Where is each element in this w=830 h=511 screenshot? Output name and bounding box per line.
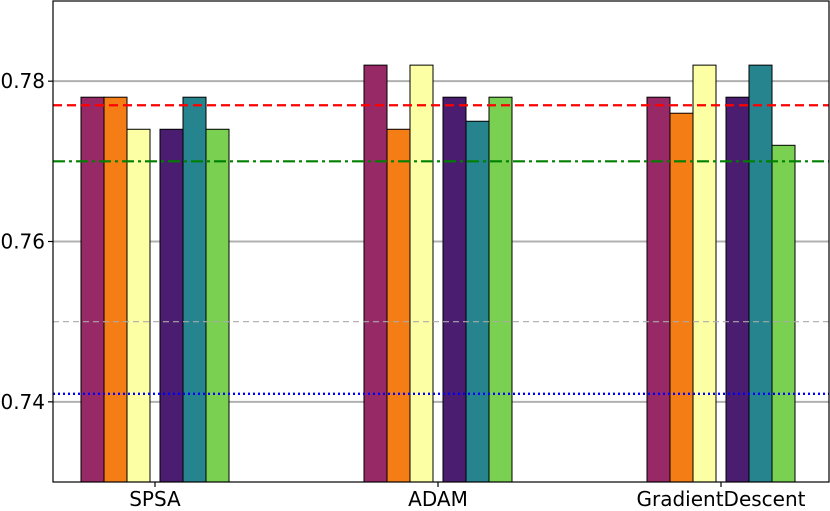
bar xyxy=(409,64,434,483)
bar xyxy=(725,96,750,483)
bar xyxy=(771,144,796,483)
y-tick-label: 0.78 xyxy=(0,69,45,93)
bar xyxy=(442,96,467,483)
bar xyxy=(669,112,694,483)
bar xyxy=(103,96,128,483)
y-axis-ticks: 0.74 0.76 0.78 xyxy=(0,69,53,414)
bar xyxy=(748,64,773,483)
bar xyxy=(465,120,490,483)
x-tick-label: ADAM xyxy=(408,487,468,511)
y-tick-label: 0.74 xyxy=(0,390,45,414)
bar xyxy=(386,128,411,483)
bar xyxy=(182,96,207,483)
bar xyxy=(363,64,388,483)
bar xyxy=(205,128,230,483)
bar xyxy=(646,96,671,483)
x-tick-label: GradientDescent xyxy=(637,487,806,511)
y-tick-label: 0.76 xyxy=(0,230,45,254)
x-tick-label: SPSA xyxy=(129,487,181,511)
bar xyxy=(488,96,513,483)
x-axis-ticks: SPSA ADAM GradientDescent xyxy=(129,482,806,511)
bar xyxy=(80,96,105,483)
reference-lines xyxy=(53,104,829,396)
bar xyxy=(126,128,151,483)
bar xyxy=(692,64,717,483)
bar xyxy=(159,128,184,483)
